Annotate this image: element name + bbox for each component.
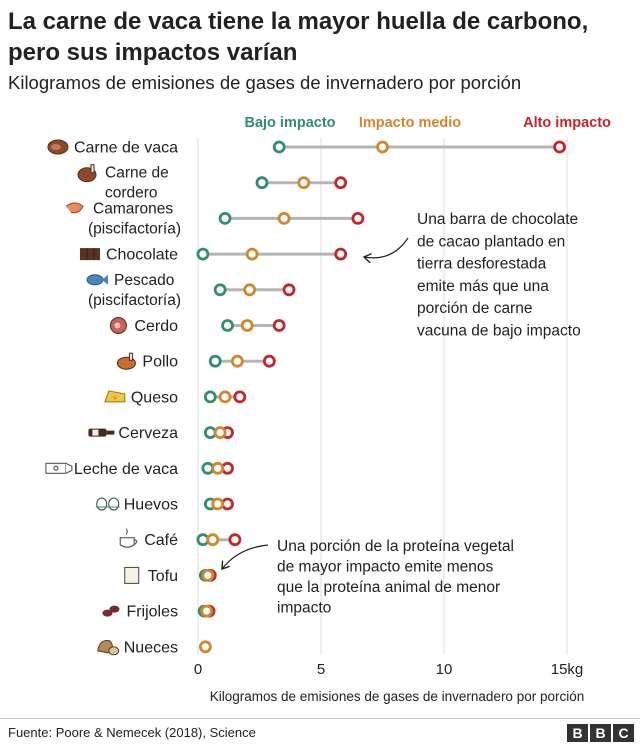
point-medium (213, 426, 227, 440)
x-tick-label: 15kg (551, 661, 584, 678)
point-high (553, 140, 567, 154)
chart-title: La carne de vaca tiene la mayor huella d… (8, 8, 589, 66)
x-axis-label: Kilogramos de emisiones de gases de inve… (210, 689, 584, 704)
x-tick-label: 10 (436, 661, 453, 678)
point-medium (211, 497, 225, 511)
point-medium (297, 176, 311, 190)
point-medium (211, 461, 225, 475)
point-high (351, 211, 365, 225)
pork-icon (109, 317, 127, 334)
point-medium (376, 140, 389, 154)
row-label: Cerveza (118, 425, 178, 442)
shrimp-icon (65, 202, 84, 214)
point-high (334, 247, 348, 261)
legend-item: Alto impacto (523, 115, 611, 131)
row-label: Leche de vaca (74, 461, 178, 478)
row-label: Huevos (124, 497, 178, 514)
row-label: Nueces (124, 639, 178, 656)
point-medium (218, 390, 232, 404)
point-medium (200, 604, 214, 618)
chart-subtitle: Kilogramos de emisiones de gases de inve… (8, 72, 522, 93)
point-high (262, 354, 276, 368)
x-tick-label: 0 (194, 661, 202, 678)
tofu-icon (124, 566, 140, 584)
annotation-tofu: Una porción de la proteína vegetal de may… (277, 538, 514, 617)
point-low (213, 283, 227, 297)
point-medium (245, 247, 259, 261)
point-high (228, 533, 242, 547)
row-label: Queso (131, 389, 178, 406)
point-high (282, 283, 296, 297)
point-low (255, 176, 269, 190)
row-label: Tofu (148, 568, 178, 585)
coffee-cup-icon (119, 528, 138, 548)
point-high (334, 176, 348, 190)
point-medium (230, 354, 244, 368)
row-label: Chocolate (106, 247, 178, 264)
point-low (196, 247, 210, 261)
fish-icon (86, 274, 108, 286)
row-label: Frijoles (126, 604, 178, 621)
row-label: Camarones (93, 200, 173, 217)
beer-bottle-icon (88, 428, 115, 437)
row-label: Carne de vaca (74, 140, 178, 157)
point-medium (201, 569, 215, 582)
legend-item: Impacto medio (359, 115, 461, 131)
row-label: Café (144, 532, 178, 549)
nuts-icon (97, 640, 120, 656)
point-medium (240, 319, 254, 332)
cheese-icon (104, 390, 126, 403)
point-medium (277, 211, 291, 225)
row-label: Carne de (105, 165, 169, 182)
dumbbell-chart: 0 5 10 15kg Kilogramos de emisiones de gases… (45, 115, 611, 704)
annotation-arrow (364, 237, 409, 258)
point-low (221, 319, 234, 332)
row-label: Pollo (142, 354, 178, 371)
milk-carton-icon (45, 462, 73, 474)
source-note: Fuente: Poore & Nemecek (2018), Science (8, 725, 256, 740)
annotation-arrow (222, 544, 269, 569)
point-low (203, 390, 217, 404)
legend-item: Bajo impacto (244, 115, 335, 131)
row-label: (piscifactoría) (88, 220, 181, 237)
chocolate-bar-icon (79, 248, 100, 261)
beef-steak-icon (47, 139, 69, 155)
row-label: Cerdo (134, 318, 178, 335)
point-high (233, 390, 247, 404)
annotation-chocolate: Una barra de chocolate de cacao plantado … (417, 211, 581, 340)
chicken-icon (116, 352, 136, 370)
lamb-icon (77, 164, 97, 183)
point-medium (243, 283, 257, 297)
beans-icon (102, 605, 120, 617)
point-low (272, 140, 286, 154)
point-high (272, 319, 286, 332)
point-low (218, 211, 232, 225)
footer-divider (0, 718, 640, 719)
point-low (208, 354, 222, 368)
point-medium (198, 640, 212, 654)
row-label: cordero (105, 185, 158, 202)
eggs-icon (95, 497, 120, 511)
row-label: (piscifactoría) (88, 292, 181, 309)
row-label: Pescado (114, 272, 174, 289)
x-tick-label: 5 (317, 661, 325, 678)
point-medium (206, 533, 220, 547)
